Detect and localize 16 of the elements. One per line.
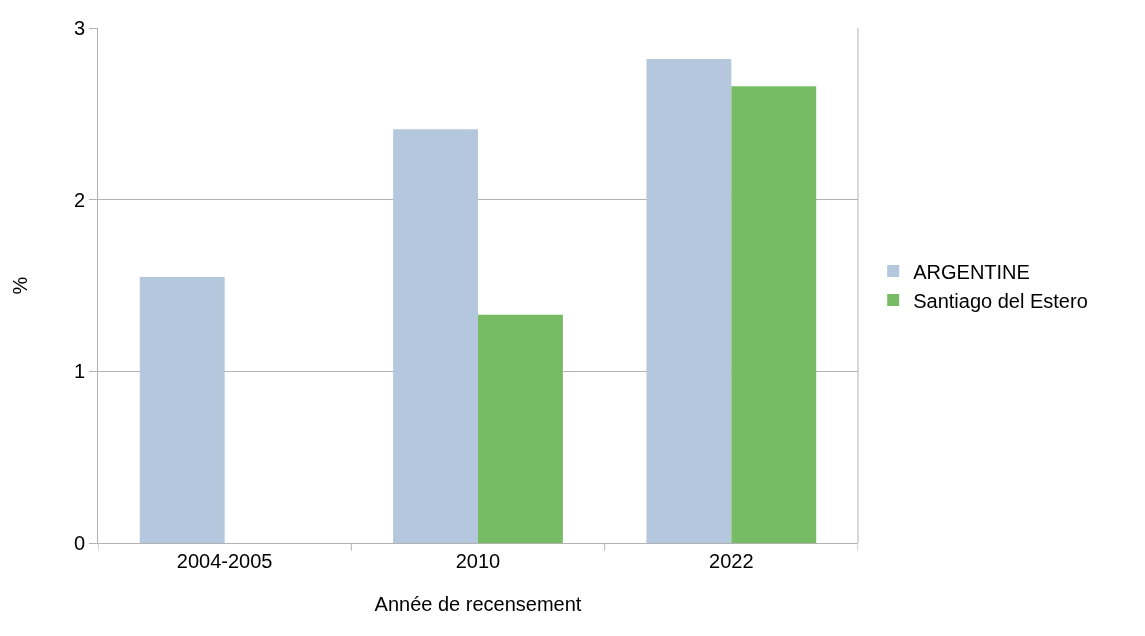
bar xyxy=(478,314,563,543)
bar xyxy=(646,58,732,543)
bar xyxy=(393,129,478,543)
x-tick-label: 2004-2005 xyxy=(176,550,273,572)
legend-label: Santiago del Estero xyxy=(913,289,1088,312)
y-axis-title: % xyxy=(9,276,32,295)
x-tick-label: 2022 xyxy=(709,550,754,572)
x-axis-title: Année de recensement xyxy=(374,592,582,615)
bar xyxy=(139,276,225,543)
y-tick-label: 2 xyxy=(73,188,85,211)
x-tick-label: 2010 xyxy=(455,550,501,572)
y-tick-label: 0 xyxy=(73,532,85,554)
y-tick-label: 3 xyxy=(73,17,85,39)
y-tick-label: 1 xyxy=(73,360,85,383)
bar xyxy=(731,86,817,543)
legend-label: ARGENTINE xyxy=(913,260,1030,283)
